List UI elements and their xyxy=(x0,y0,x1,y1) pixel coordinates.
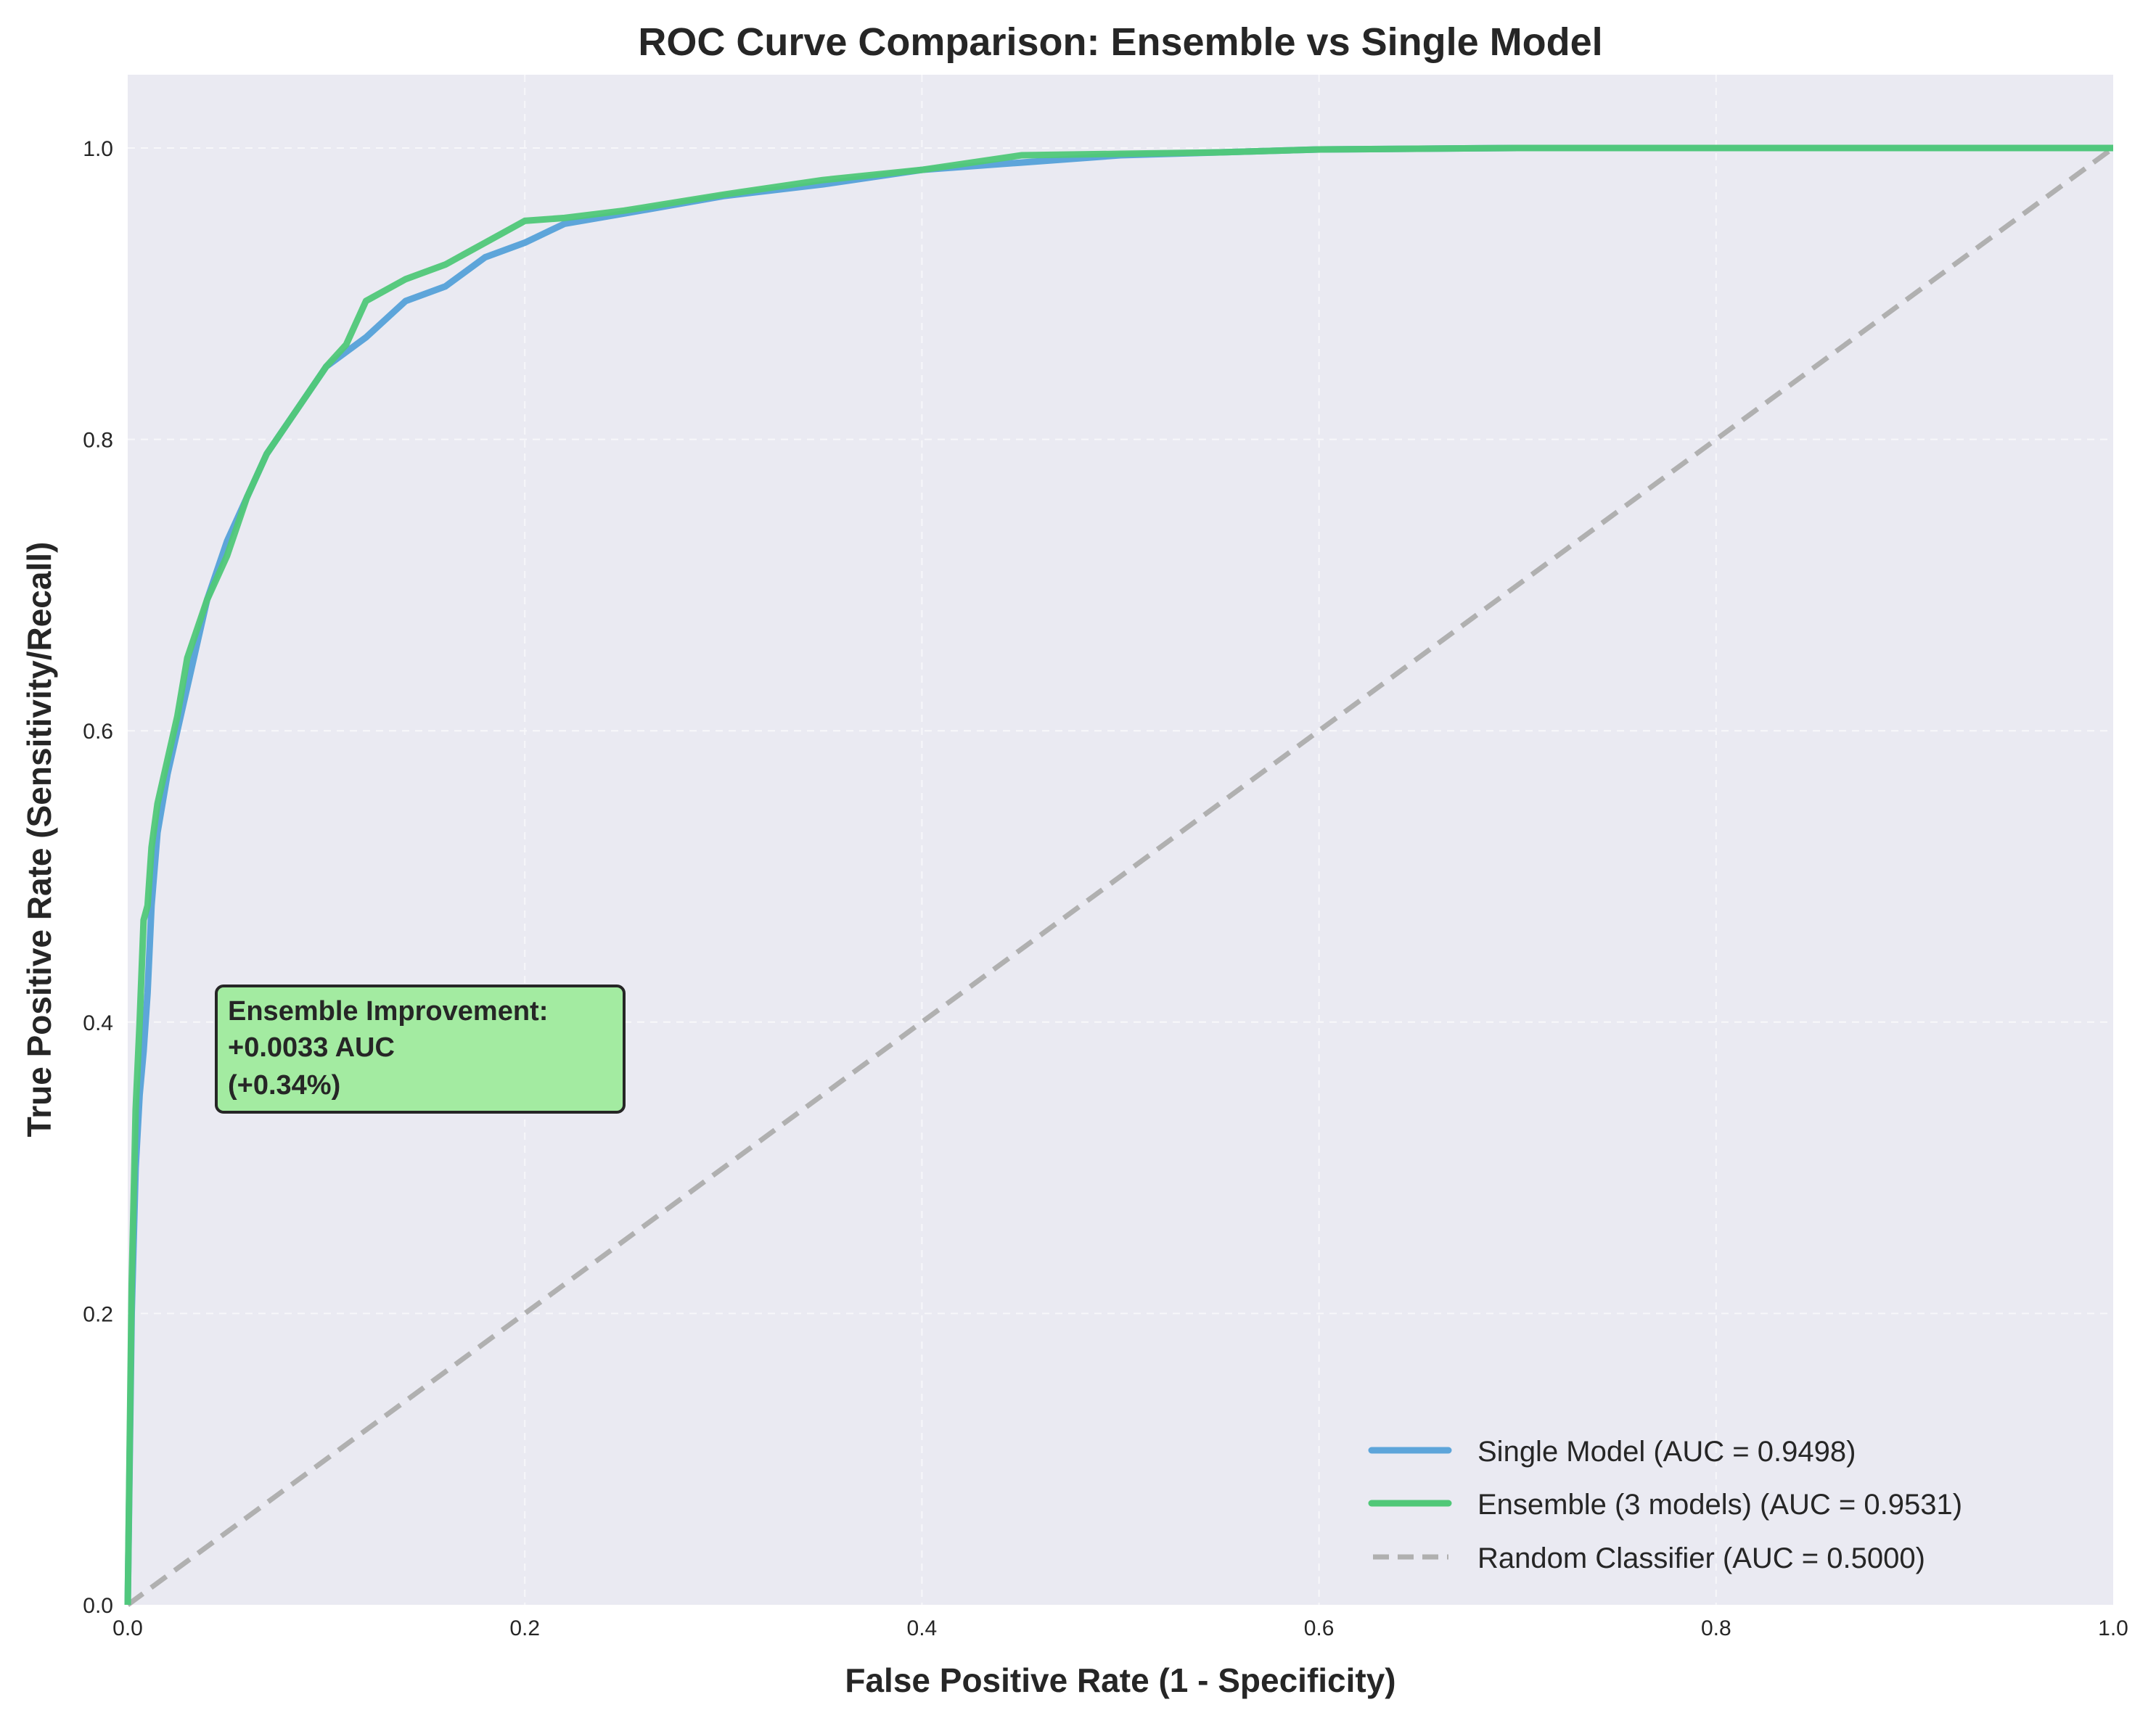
annotation-line-2: +0.0033 AUC xyxy=(228,1032,395,1063)
legend-label-random: Random Classifier (AUC = 0.5000) xyxy=(1477,1542,1925,1574)
y-axis-ticks: 0.0 0.2 0.4 0.6 0.8 1.0 xyxy=(83,137,113,1618)
y-tick-label: 0.0 xyxy=(83,1594,113,1618)
annotation-line-3: (+0.34%) xyxy=(228,1070,340,1101)
x-axis-ticks: 0.0 0.2 0.4 0.6 0.8 1.0 xyxy=(112,1616,2128,1640)
plot-area xyxy=(128,75,2113,1605)
x-tick-label: 0.8 xyxy=(1701,1616,1731,1640)
y-tick-label: 0.6 xyxy=(83,720,113,744)
x-tick-label: 1.0 xyxy=(2098,1616,2128,1640)
x-tick-label: 0.0 xyxy=(112,1616,143,1640)
improvement-annotation: Ensemble Improvement: +0.0033 AUC (+0.34… xyxy=(215,985,626,1114)
legend-label-ensemble: Ensemble (3 models) (AUC = 0.9531) xyxy=(1477,1489,1962,1521)
legend-label-single: Single Model (AUC = 0.9498) xyxy=(1477,1436,1856,1468)
random-classifier-line xyxy=(126,146,2115,1607)
annotation-line-1: Ensemble Improvement: xyxy=(228,996,548,1027)
y-axis-label: True Positive Rate (Sensitivity/Recall) xyxy=(20,542,58,1138)
x-tick-label: 0.4 xyxy=(907,1616,938,1640)
x-tick-label: 0.2 xyxy=(509,1616,540,1640)
chart-title: ROC Curve Comparison: Ensemble vs Single… xyxy=(638,20,1602,64)
y-tick-label: 0.2 xyxy=(83,1302,113,1326)
y-tick-label: 1.0 xyxy=(83,137,113,161)
ensemble-curve xyxy=(124,144,2113,1606)
x-tick-label: 0.6 xyxy=(1304,1616,1335,1640)
annotation-box xyxy=(215,985,626,1114)
y-tick-label: 0.4 xyxy=(83,1011,113,1035)
x-axis-label: False Positive Rate (1 - Specificity) xyxy=(845,1661,1395,1699)
legend: Single Model (AUC = 0.9498) Ensemble (3 … xyxy=(1368,1436,1962,1574)
y-tick-label: 0.8 xyxy=(83,429,113,453)
